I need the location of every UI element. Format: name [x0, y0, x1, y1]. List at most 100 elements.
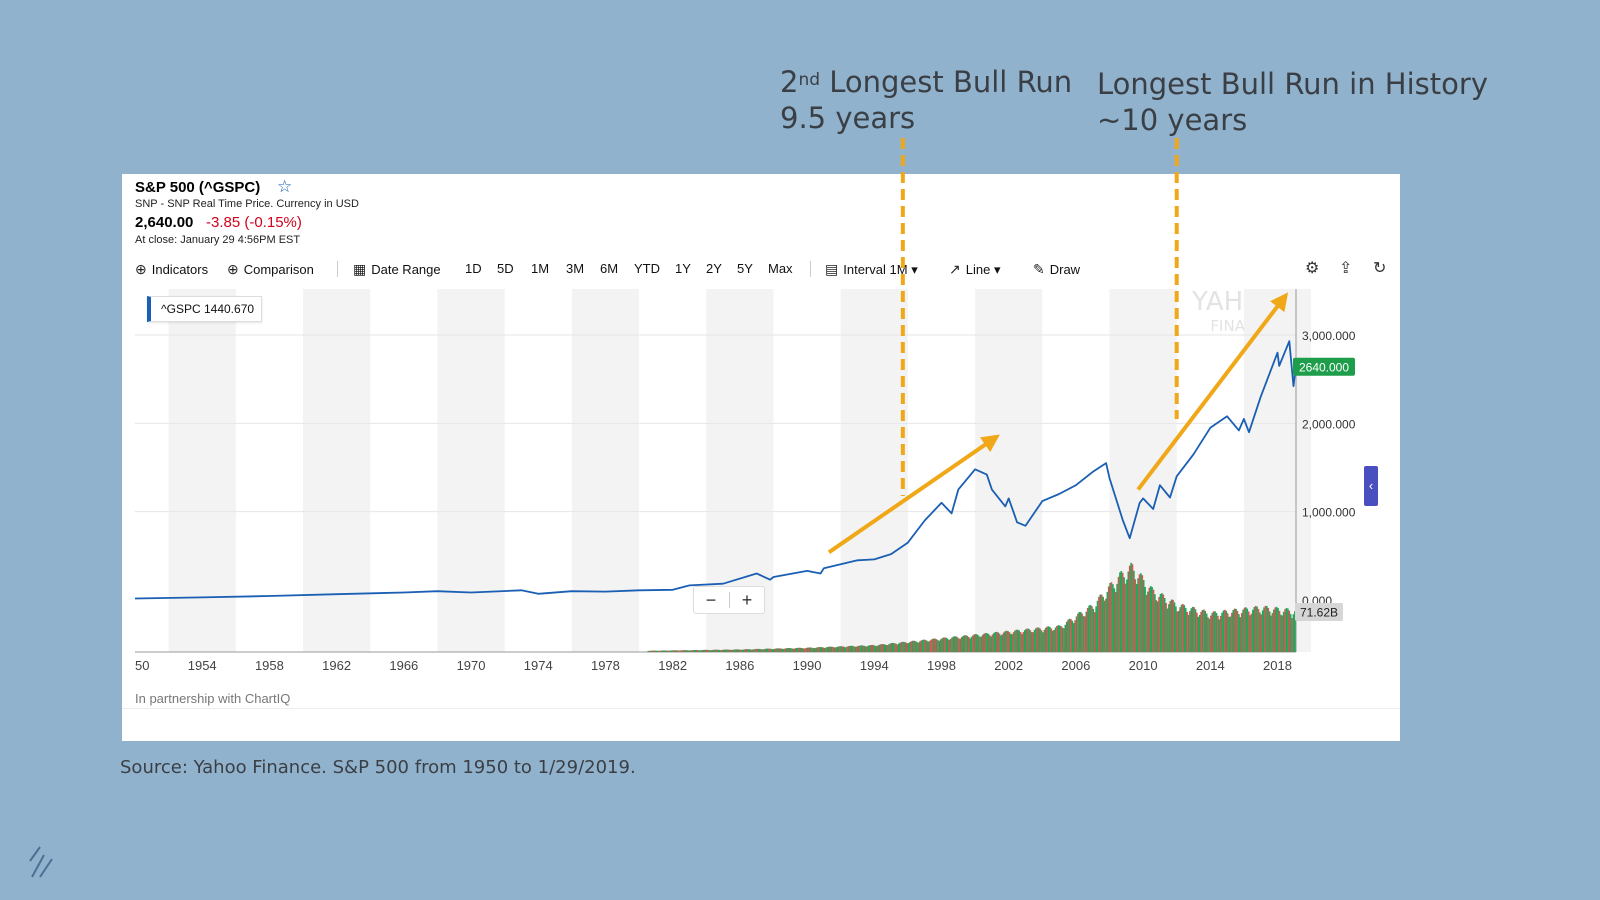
volume-bar — [787, 648, 790, 652]
range-max[interactable]: Max — [768, 261, 793, 276]
volume-bar — [1246, 608, 1249, 652]
volume-bar — [1014, 630, 1016, 652]
volume-bar — [1049, 626, 1051, 652]
volume-bar — [1110, 582, 1113, 652]
volume-bar — [746, 649, 749, 652]
volume-bar — [953, 636, 956, 652]
collapse-panel-button[interactable]: ‹ — [1364, 466, 1378, 506]
range-1d[interactable]: 1D — [465, 261, 482, 276]
volume-bar — [1057, 625, 1060, 652]
line-type-button[interactable]: ↗ Line ▾ — [949, 258, 1000, 281]
volume-bar — [1085, 611, 1088, 652]
volume-bar — [889, 643, 892, 652]
volume-bar — [1193, 607, 1195, 652]
zoom-in-button[interactable]: + — [741, 590, 753, 610]
range-3m[interactable]: 3M — [566, 261, 585, 276]
volume-bar — [720, 650, 722, 652]
volume-bar — [916, 641, 918, 652]
volume-bar — [1035, 628, 1037, 652]
range-ytd[interactable]: YTD — [634, 261, 660, 276]
volume-bar — [1036, 627, 1039, 652]
draw-button[interactable]: ✎ Draw — [1033, 258, 1080, 281]
volume-bar — [871, 644, 873, 652]
volume-bar — [1275, 606, 1278, 652]
volume-bar — [1032, 632, 1034, 652]
gear-icon[interactable]: ⚙ — [1305, 260, 1320, 277]
volume-bar — [1294, 611, 1296, 652]
line-chart-icon: ↗ — [949, 261, 961, 277]
volume-bar — [1047, 626, 1050, 652]
volume-bar — [932, 638, 935, 652]
volume-bar — [1037, 627, 1040, 652]
star-icon[interactable]: ☆ — [277, 177, 293, 196]
volume-bar — [888, 644, 890, 652]
x-tick-label: 2006 — [1061, 658, 1090, 673]
range-6m[interactable]: 6M — [600, 261, 619, 276]
volume-bar — [728, 649, 731, 652]
volume-bar — [1134, 579, 1137, 652]
comparison-button[interactable]: ⊕ Comparison — [227, 258, 314, 281]
volume-bar — [1228, 616, 1230, 652]
volume-bar — [1232, 609, 1235, 652]
volume-bar — [872, 645, 875, 652]
volume-bar — [675, 650, 678, 652]
x-tick-label: 1982 — [658, 658, 687, 673]
volume-bar — [821, 647, 823, 652]
volume-bar — [972, 635, 974, 652]
volume-bar — [998, 633, 1001, 652]
volume-bar — [930, 639, 932, 652]
volume-bar — [837, 646, 840, 652]
volume-bar — [683, 650, 686, 652]
volume-bar — [655, 650, 658, 652]
volume-bar — [1179, 607, 1181, 652]
volume-bar — [1028, 628, 1030, 652]
volume-bar — [827, 646, 830, 652]
range-2y[interactable]: 2Y — [706, 261, 722, 276]
volume-bar — [956, 637, 959, 652]
volume-bar — [706, 649, 708, 652]
volume-bar — [763, 648, 766, 652]
volume-bar — [1225, 610, 1228, 652]
volume-bar — [1140, 573, 1142, 652]
indicators-button[interactable]: ⊕ Indicators — [135, 258, 208, 281]
volume-bar — [939, 639, 942, 652]
volume-bar — [713, 649, 715, 652]
volume-bar — [862, 645, 865, 652]
volume-bar — [1011, 634, 1013, 652]
volume-bar — [963, 635, 966, 652]
range-1m[interactable]: 1M — [531, 261, 550, 276]
volume-bar — [1256, 606, 1258, 652]
background-band — [168, 289, 236, 652]
volume-bar — [946, 638, 949, 652]
volume-bar — [703, 649, 706, 652]
share-icon[interactable]: ⇪ — [1339, 260, 1353, 277]
volume-bar — [651, 650, 654, 652]
volume-bar — [692, 650, 694, 652]
volume-bar — [1015, 629, 1018, 652]
zoom-out-button[interactable]: − — [705, 590, 717, 610]
volume-bar — [974, 634, 977, 652]
date-range-button[interactable]: ▦ Date Range — [353, 258, 441, 281]
volume-bar — [1092, 608, 1095, 652]
range-1y[interactable]: 1Y — [675, 261, 691, 276]
volume-bar — [858, 645, 861, 652]
volume-bar — [678, 650, 680, 652]
reset-icon[interactable]: ↻ — [1373, 260, 1387, 277]
volume-bar — [1091, 606, 1093, 652]
range-5d[interactable]: 5D — [497, 261, 514, 276]
volume-bar — [911, 640, 914, 652]
price-change: -3.85 (-0.15%) — [206, 214, 302, 231]
volume-bar — [1205, 613, 1208, 652]
range-5y[interactable]: 5Y — [737, 261, 753, 276]
volume-bar — [1051, 630, 1054, 652]
volume-bar — [934, 638, 936, 652]
volume-bar — [907, 643, 910, 652]
volume-bar — [1226, 613, 1229, 652]
volume-bar — [938, 640, 941, 652]
volume-bar — [769, 648, 771, 652]
volume-bar — [892, 642, 894, 652]
volume-bar — [987, 633, 990, 652]
volume-bar — [1063, 628, 1065, 652]
volume-bar — [983, 633, 985, 652]
volume-bar — [952, 636, 955, 652]
